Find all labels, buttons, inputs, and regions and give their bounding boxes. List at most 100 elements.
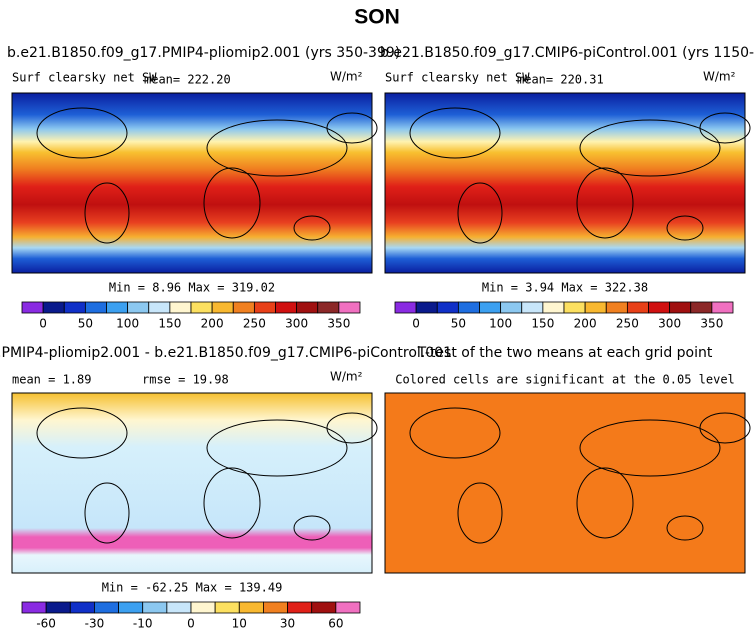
panel-title: b.e21.B1850.f09_g17.PMIP4-pliomip2.001 (…	[7, 45, 400, 61]
colorbar-tick-label: -10	[133, 617, 153, 631]
colorbar-box	[263, 601, 288, 614]
colorbar-box	[69, 601, 95, 614]
colorbar-box	[296, 301, 319, 314]
colorbar-tick-label: 0	[39, 317, 47, 331]
continent-outline	[206, 119, 348, 177]
panel-subtitle: Colored cells are significant at the 0.0…	[395, 373, 735, 387]
colorbar-box	[690, 301, 713, 314]
continent-outline	[576, 467, 634, 539]
colorbar-box	[169, 301, 192, 314]
colorbar-tick-label: 300	[285, 317, 308, 331]
figure-title: SON	[354, 6, 400, 29]
colorbar-tick-label: 10	[232, 617, 247, 631]
colorbar-box	[542, 301, 565, 314]
colorbar-box	[317, 301, 340, 314]
min-max-label: Min = 3.94 Max = 322.38	[482, 281, 648, 295]
colorbar-box	[605, 301, 628, 314]
mean-label: mean= 220.31	[517, 73, 604, 87]
mean-label: mean= 222.20	[144, 73, 231, 87]
colorbar-tick-label: 100	[116, 317, 139, 331]
colorbar-box	[500, 301, 523, 314]
mean-label: mean = 1.89	[12, 373, 91, 387]
colorbar-box	[214, 601, 240, 614]
colorbar-box	[394, 301, 417, 314]
colorbar-box	[415, 301, 438, 314]
units-label: W/m²	[703, 70, 736, 84]
colorbar-tick-label: 60	[328, 617, 343, 631]
colorbar-box	[669, 301, 692, 314]
colorbar-box	[232, 301, 255, 314]
panel-title: b.e21.B1850.f09_g17.PMIP4-pliomip2.001 -…	[0, 345, 452, 361]
colorbar-box	[626, 301, 649, 314]
colorbar-tick-label: 200	[201, 317, 224, 331]
colorbar-tick-label: 200	[574, 317, 597, 331]
map	[11, 92, 373, 274]
continent-outline	[206, 419, 348, 477]
colorbar-box	[142, 601, 168, 614]
continent-outline	[699, 112, 751, 144]
colorbar-box	[127, 301, 150, 314]
colorbar-tick-label: 150	[158, 317, 181, 331]
colorbar-box	[118, 601, 144, 614]
colorbar-box	[166, 601, 192, 614]
continent-outline	[579, 419, 721, 477]
continent-outline	[84, 482, 130, 544]
colorbar-tick-label: 50	[451, 317, 466, 331]
colorbar-tick-label: 150	[531, 317, 554, 331]
colorbar-box	[106, 301, 129, 314]
colorbar-box	[190, 601, 216, 614]
colorbar-tick-label: 0	[412, 317, 420, 331]
min-max-label: Min = -62.25 Max = 139.49	[102, 581, 283, 595]
continent-outline	[293, 215, 331, 241]
colorbar-box	[45, 601, 71, 614]
continent-outline	[457, 482, 503, 544]
continent-outline	[409, 107, 501, 159]
colorbar-box	[253, 301, 276, 314]
continent-outline	[699, 412, 751, 444]
continent-outline	[326, 112, 378, 144]
variable-label: Surf clearsky net SW	[385, 71, 530, 85]
map	[11, 392, 373, 574]
colorbar-tick-label: 50	[78, 317, 93, 331]
colorbar-box	[21, 301, 44, 314]
units-label: W/m²	[330, 370, 363, 384]
colorbar-box	[148, 301, 171, 314]
colorbar-tick-label: 350	[327, 317, 350, 331]
colorbar-tick-label: 0	[187, 617, 195, 631]
continent-outline	[203, 467, 261, 539]
colorbar-box	[190, 301, 213, 314]
colorbar-box	[84, 301, 107, 314]
map	[384, 92, 746, 274]
colorbar-box	[238, 601, 264, 614]
continent-outline	[293, 515, 331, 541]
colorbar-box	[63, 301, 86, 314]
continent-outline	[36, 407, 128, 459]
map	[384, 392, 746, 574]
colorbar-box	[479, 301, 502, 314]
continent-outline	[36, 107, 128, 159]
colorbar-box	[275, 301, 298, 314]
colorbar-tick-label: 250	[243, 317, 266, 331]
units-label: W/m²	[330, 70, 363, 84]
colorbar-tick-label: 250	[616, 317, 639, 331]
continent-outline	[457, 182, 503, 244]
continent-outline	[576, 167, 634, 239]
min-max-label: Min = 8.96 Max = 319.02	[109, 281, 275, 295]
colorbar-tick-label: 30	[280, 617, 295, 631]
colorbar-box	[42, 301, 65, 314]
colorbar-box	[521, 301, 544, 314]
colorbar-box	[648, 301, 671, 314]
colorbar-box	[457, 301, 480, 314]
continent-outline	[666, 215, 704, 241]
colorbar-tick-label: -60	[36, 617, 56, 631]
colorbar-box	[584, 301, 607, 314]
continent-outline	[579, 119, 721, 177]
colorbar-tick-label: 300	[658, 317, 681, 331]
colorbar-tick-label: -30	[85, 617, 105, 631]
continent-outline	[326, 412, 378, 444]
continent-outline	[409, 407, 501, 459]
colorbar-tick-label: 100	[489, 317, 512, 331]
continent-outline	[84, 182, 130, 244]
colorbar-box	[338, 301, 361, 314]
